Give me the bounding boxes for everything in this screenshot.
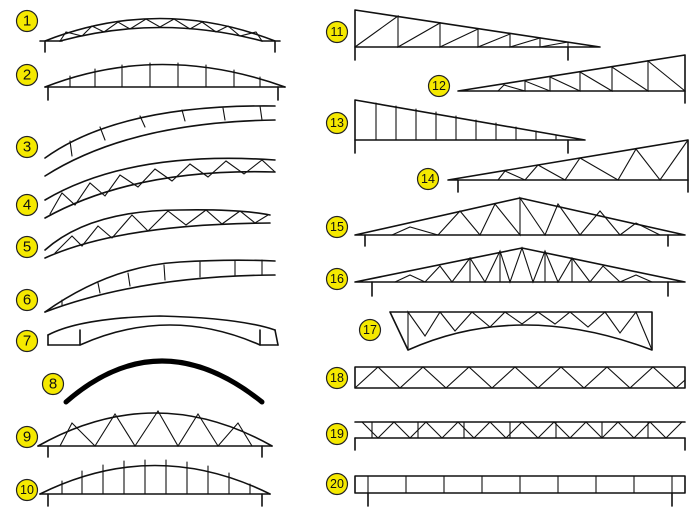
label-13-text: 13 [330,116,344,130]
label-10-text: 10 [20,483,34,497]
label-19-text: 19 [330,427,344,441]
label-1-text: 1 [23,13,31,30]
truss-4-arched-warren [44,157,276,219]
label-5-text: 5 [23,239,31,256]
truss-13-mono-pitch-vertical [354,99,586,154]
label-badge-8: 8 [41,372,65,396]
label-badge-6: 6 [15,288,39,312]
label-badge-20: 20 [325,472,349,496]
label-badge-12: 12 [427,74,451,98]
truss-17-scissor-curved [389,310,653,351]
label-8-text: 8 [49,376,57,393]
label-badge-13: 13 [325,111,349,135]
label-badge-14: 14 [416,167,440,191]
truss-12-mono-pitch-right-high [457,54,686,104]
label-12-text: 12 [432,79,446,93]
label-badge-7: 7 [15,329,39,353]
label-badge-3: 3 [15,135,39,159]
label-badge-4: 4 [15,193,39,217]
truss-7-arched-beam [47,315,279,346]
truss-1-curved-warren [39,17,281,53]
truss-5-arched-warren-tapered [44,209,271,259]
truss-11-mono-pitch-left-high [354,9,601,61]
label-3-text: 3 [23,139,31,156]
label-badge-11: 11 [325,20,349,44]
label-6-text: 6 [23,292,31,309]
truss-2-curved-vierendeel [44,62,286,101]
label-7-text: 7 [23,333,31,350]
truss-15-pitched-warren [354,196,686,247]
truss-3-arched-vierendeel [44,105,276,177]
label-badge-5: 5 [15,235,39,259]
truss-20-flat-vierendeel [354,475,686,507]
label-2-text: 2 [23,67,31,84]
truss-8-solid-arch [63,358,265,405]
label-badge-19: 19 [325,422,349,446]
truss-18-flat-warren [354,366,686,389]
label-16-text: 16 [330,272,344,286]
label-badge-2: 2 [15,63,39,87]
label-14-text: 14 [421,172,435,186]
truss-14-mono-pitch-warren [447,139,689,193]
label-badge-10: 10 [15,478,39,502]
label-badge-18: 18 [325,366,349,390]
label-badge-9: 9 [15,425,39,449]
label-4-text: 4 [23,197,31,214]
label-badge-1: 1 [15,9,39,33]
label-20-text: 20 [330,477,344,491]
label-11-text: 11 [331,25,344,39]
truss-9-bowstring-warren [37,409,273,458]
label-badge-16: 16 [325,267,349,291]
label-badge-17: 17 [358,318,382,342]
label-18-text: 18 [330,371,344,385]
label-badge-15: 15 [325,215,349,239]
truss-10-bowstring-vertical [39,459,271,507]
label-17-text: 17 [363,323,377,337]
truss-16-pitched-fink [354,246,686,297]
label-9-text: 9 [23,429,31,446]
truss-6-arched-tapered-vierendeel [44,259,276,313]
truss-19-flat-double-warren [354,421,686,451]
label-15-text: 15 [330,220,344,234]
